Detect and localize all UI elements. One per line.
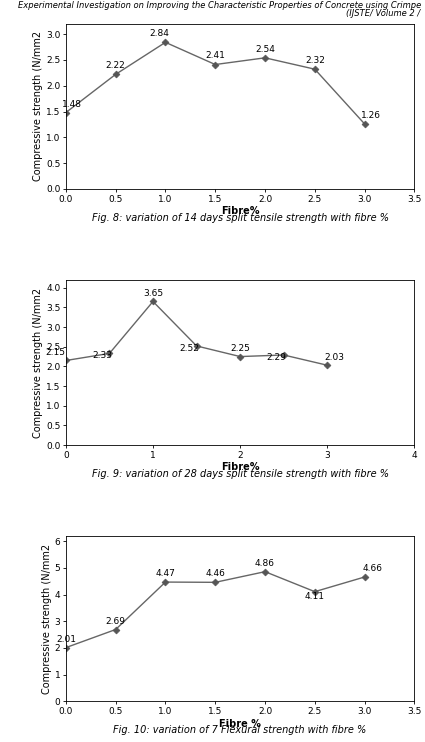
Text: 4.66: 4.66 [363,564,382,573]
Text: 4.11: 4.11 [305,592,325,601]
Y-axis label: Compressive strength (N/mm2: Compressive strength (N/mm2 [33,287,43,438]
Text: 2.52: 2.52 [180,344,199,353]
Text: 2.69: 2.69 [106,617,126,626]
Text: 2.22: 2.22 [106,62,125,70]
Text: 4.47: 4.47 [156,569,176,578]
Text: (IJSTE/ Volume 2 /: (IJSTE/ Volume 2 / [346,8,421,18]
Text: 2.32: 2.32 [305,56,325,65]
Text: 4.46: 4.46 [205,569,225,578]
Text: 2.84: 2.84 [150,29,170,38]
Text: 2.25: 2.25 [230,344,250,353]
Text: 2.33: 2.33 [93,352,113,361]
Text: 2.41: 2.41 [205,51,225,60]
Text: 4.86: 4.86 [255,559,275,568]
Text: 1.48: 1.48 [62,100,82,110]
Text: Fig. 8: variation of 14 days split tensile strength with fibre %: Fig. 8: variation of 14 days split tensi… [92,213,388,223]
X-axis label: Fibre%: Fibre% [221,462,259,473]
Text: 2.54: 2.54 [255,45,275,53]
Text: 3.65: 3.65 [143,289,163,298]
Text: Fig. 10: variation of 7 Flexural strength with fibre %: Fig. 10: variation of 7 Flexural strengt… [113,725,367,735]
X-axis label: Fibre %: Fibre % [219,718,261,729]
Text: Experimental Investigation on Improving the Characteristic Properties of Concret: Experimental Investigation on Improving … [17,1,421,10]
Text: 2.15: 2.15 [45,348,65,358]
Text: 2.01: 2.01 [56,634,76,643]
Text: 2.03: 2.03 [324,353,344,362]
Text: Fig. 9: variation of 28 days split tensile strength with fibre %: Fig. 9: variation of 28 days split tensi… [92,469,388,479]
Y-axis label: Compressive strength (N/mm2: Compressive strength (N/mm2 [42,543,52,694]
X-axis label: Fibre%: Fibre% [221,206,259,217]
Y-axis label: Compressive strength (N/mm2: Compressive strength (N/mm2 [33,31,43,182]
Text: 1.26: 1.26 [360,111,380,119]
Text: 2.29: 2.29 [267,353,286,362]
